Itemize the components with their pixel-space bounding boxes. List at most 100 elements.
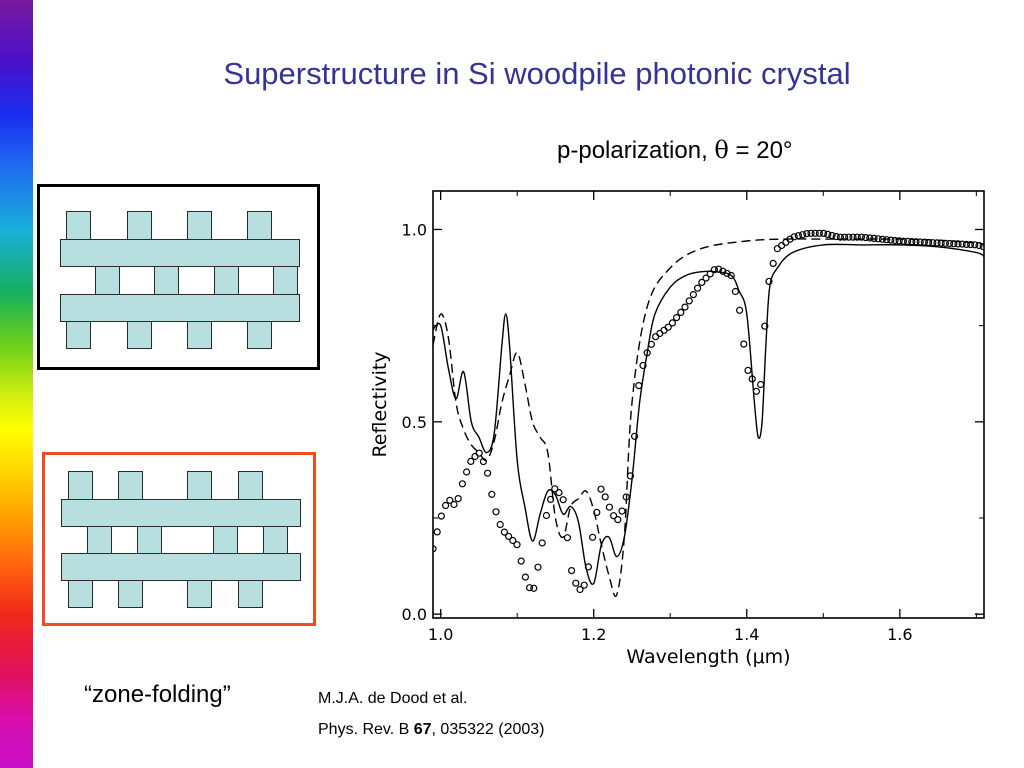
data-point-circle <box>744 366 752 374</box>
vertical-rod <box>214 266 239 295</box>
theta-symbol: θ <box>714 136 729 164</box>
superstructure-diagram <box>42 452 316 626</box>
data-point-circle <box>496 520 504 529</box>
vertical-rod <box>247 321 272 349</box>
data-point-circle <box>513 541 521 549</box>
data-point-circle <box>433 528 441 536</box>
data-point-circle <box>551 485 559 493</box>
data-point-circle <box>903 237 912 246</box>
vertical-rod <box>127 321 152 349</box>
data-point-circle <box>782 238 790 247</box>
data-point-circle <box>778 241 786 250</box>
data-point-circle <box>559 496 567 504</box>
data-point-circle <box>647 340 655 348</box>
data-point-circle <box>799 231 807 239</box>
slide-title: Superstructure in Si woodpile photonic c… <box>223 56 851 91</box>
data-point-circle <box>803 229 811 238</box>
solid-series-line <box>433 243 984 585</box>
data-point-circle <box>899 237 908 245</box>
data-point-circle <box>706 270 714 278</box>
data-point-circle <box>950 240 958 248</box>
vertical-rod <box>273 266 298 295</box>
data-point-circle <box>727 271 735 280</box>
data-point-circle <box>836 233 844 241</box>
data-point-circle <box>715 265 723 273</box>
data-point-circle <box>441 501 450 510</box>
data-point-circle <box>450 500 458 509</box>
vertical-rod <box>187 471 212 500</box>
x-tick-label: 1.6 <box>887 625 912 644</box>
vertical-rod <box>118 471 143 500</box>
data-point-circle <box>538 539 546 547</box>
data-point-circle <box>966 240 975 249</box>
data-point-circle <box>761 322 769 330</box>
data-point-circle <box>757 380 765 389</box>
data-point-circle <box>769 259 777 268</box>
data-point-circle <box>610 512 618 520</box>
data-point-circle <box>458 480 467 488</box>
data-point-circle <box>870 234 878 243</box>
data-point-circle <box>542 511 550 520</box>
data-point-circle <box>710 266 718 274</box>
data-point-circle <box>618 507 626 515</box>
data-point-circle <box>719 267 727 275</box>
data-point-circle <box>652 333 660 341</box>
data-point-circle <box>954 240 962 248</box>
data-point-circle <box>874 235 882 243</box>
data-point-circle <box>626 472 634 480</box>
reference-journal: Phys. Rev. B <box>318 721 414 738</box>
vertical-rod <box>137 526 162 554</box>
data-point-circle <box>849 233 857 241</box>
data-point-circle <box>702 274 710 282</box>
regular-structure-diagram <box>37 184 320 370</box>
data-point-circle <box>643 349 651 357</box>
data-point-circle <box>685 297 693 305</box>
rainbow-side-bar <box>0 0 33 768</box>
data-point-circle <box>601 493 609 501</box>
vertical-rod <box>66 211 91 240</box>
data-point-circle <box>488 490 496 498</box>
vertical-rod <box>247 211 272 240</box>
vertical-rod <box>263 526 288 554</box>
data-point-circle <box>530 584 538 592</box>
data-point-circle <box>975 241 983 250</box>
x-tick-label: 1.0 <box>428 625 453 644</box>
data-point-circle <box>614 516 622 524</box>
data-point-circle <box>517 557 525 565</box>
data-point-circle <box>668 319 676 327</box>
data-point-circle <box>433 545 437 553</box>
zone-folding-label: “zone-folding” <box>84 681 231 708</box>
data-point-circle <box>828 231 836 240</box>
data-point-circle <box>731 287 739 296</box>
data-point-circle <box>580 581 588 589</box>
data-point-circle <box>832 232 840 241</box>
data-point-circle <box>446 496 454 504</box>
vertical-rod <box>238 580 263 608</box>
data-point-circle <box>862 233 870 242</box>
data-point-circle <box>945 239 954 248</box>
data-point-circle <box>765 277 773 286</box>
vertical-rod <box>68 471 93 500</box>
horizontal-rod <box>61 553 301 581</box>
data-point-circle <box>916 238 924 246</box>
data-point-circle <box>790 233 798 241</box>
data-point-circle <box>467 457 475 465</box>
data-point-circle <box>589 533 597 541</box>
data-point-circle <box>941 239 950 247</box>
data-point-circle <box>736 306 744 314</box>
data-point-circle <box>689 290 697 299</box>
data-point-circle <box>912 238 920 246</box>
data-point-circle <box>492 508 500 516</box>
data-point-circle <box>576 585 584 594</box>
y-tick-label: 0.5 <box>402 413 427 432</box>
data-point-circle <box>526 584 534 592</box>
data-point-circle <box>635 382 643 390</box>
data-point-circle <box>698 278 706 287</box>
data-point-circle <box>937 239 945 247</box>
reference-authors: M.J.A. de Dood et al. <box>318 690 468 707</box>
data-point-circle <box>853 233 861 241</box>
data-point-circle <box>534 563 542 571</box>
data-point-circle <box>673 314 681 322</box>
data-point-circle <box>639 361 647 370</box>
data-point-circle <box>563 534 571 542</box>
